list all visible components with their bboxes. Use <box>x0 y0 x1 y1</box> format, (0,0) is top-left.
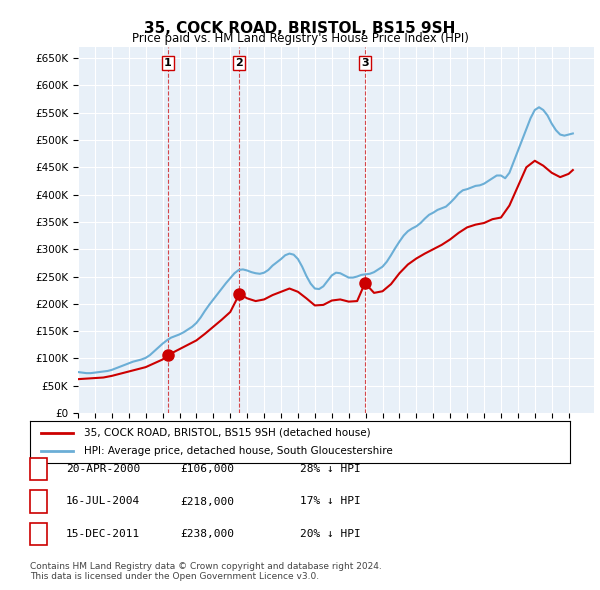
Text: 2: 2 <box>236 58 243 68</box>
Text: 20-APR-2000: 20-APR-2000 <box>66 464 140 474</box>
Text: 17% ↓ HPI: 17% ↓ HPI <box>300 497 361 506</box>
Text: 2: 2 <box>35 497 42 506</box>
Text: 35, COCK ROAD, BRISTOL, BS15 9SH: 35, COCK ROAD, BRISTOL, BS15 9SH <box>145 21 455 35</box>
Text: Contains HM Land Registry data © Crown copyright and database right 2024.
This d: Contains HM Land Registry data © Crown c… <box>30 562 382 581</box>
Text: 3: 3 <box>361 58 369 68</box>
Text: 16-JUL-2004: 16-JUL-2004 <box>66 497 140 506</box>
Text: 28% ↓ HPI: 28% ↓ HPI <box>300 464 361 474</box>
Text: Price paid vs. HM Land Registry's House Price Index (HPI): Price paid vs. HM Land Registry's House … <box>131 32 469 45</box>
Text: 1: 1 <box>35 464 42 474</box>
Text: £238,000: £238,000 <box>180 529 234 539</box>
Text: 35, COCK ROAD, BRISTOL, BS15 9SH (detached house): 35, COCK ROAD, BRISTOL, BS15 9SH (detach… <box>84 428 371 438</box>
Text: 3: 3 <box>35 529 42 539</box>
Text: 1: 1 <box>164 58 172 68</box>
Text: HPI: Average price, detached house, South Gloucestershire: HPI: Average price, detached house, Sout… <box>84 446 393 456</box>
Text: 15-DEC-2011: 15-DEC-2011 <box>66 529 140 539</box>
Text: £218,000: £218,000 <box>180 497 234 506</box>
Text: 20% ↓ HPI: 20% ↓ HPI <box>300 529 361 539</box>
Text: £106,000: £106,000 <box>180 464 234 474</box>
